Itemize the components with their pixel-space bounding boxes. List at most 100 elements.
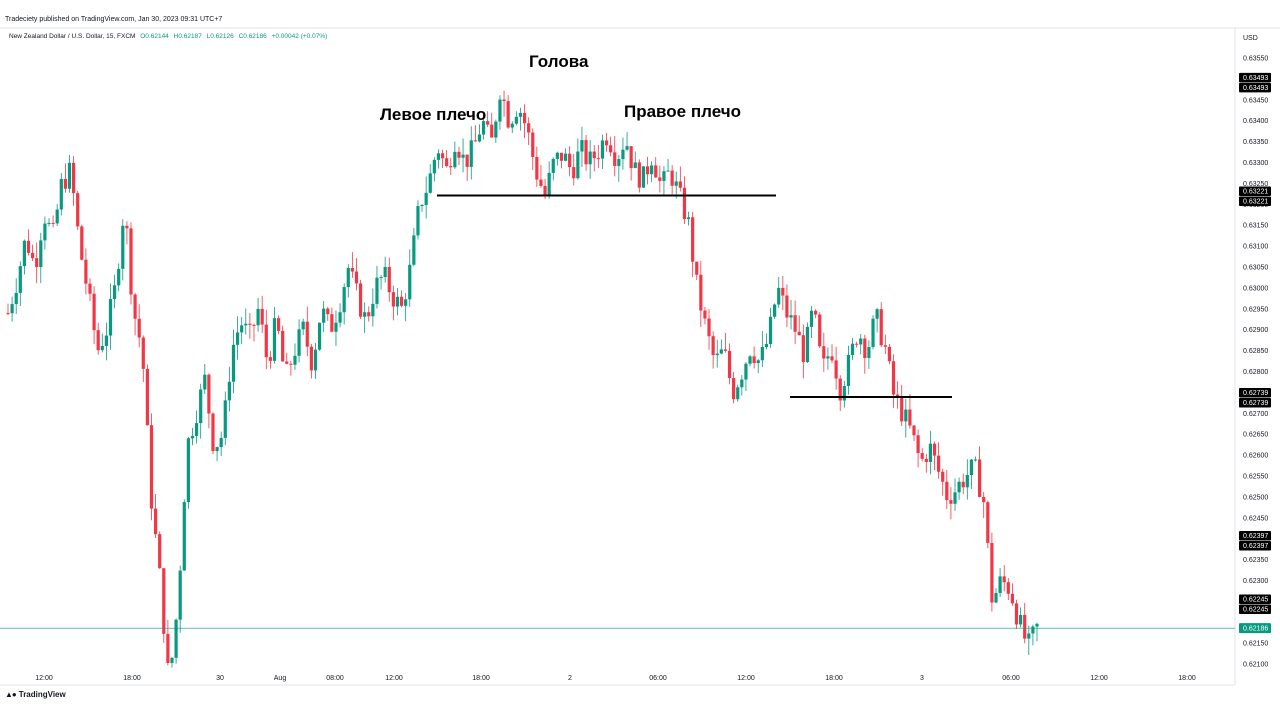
candle — [814, 309, 818, 319]
annotation-right-shoulder[interactable]: Правое плечо — [624, 102, 741, 121]
price-tick-label: 0.63150 — [1243, 223, 1268, 230]
candle — [428, 164, 432, 194]
svg-text:0.62397: 0.62397 — [1243, 543, 1268, 550]
svg-text:0.63493: 0.63493 — [1243, 85, 1268, 92]
price-tick-label: 0.63000 — [1243, 285, 1268, 292]
candle — [420, 204, 424, 212]
candle — [186, 436, 190, 509]
symbol-legend[interactable]: New Zealand Dollar / U.S. Dollar, 15, FX… — [9, 33, 327, 40]
time-axis[interactable]: 12:00 18:00 30 Aug 08:00 12:00 18:00 2 06:00 12:0… — [35, 675, 1196, 682]
candle — [637, 159, 641, 193]
change-value: +0.00042 (+0.07%) — [271, 33, 328, 40]
candle — [1035, 622, 1039, 642]
annotation-left-shoulder[interactable]: Левое плечо — [380, 105, 486, 124]
price-tick-label: 0.62950 — [1243, 306, 1268, 313]
candle — [350, 252, 354, 278]
candle — [986, 500, 990, 549]
candle — [555, 151, 559, 166]
price-tick-label: 0.62900 — [1243, 327, 1268, 334]
candle — [822, 332, 826, 372]
high-value: H0.62187 — [173, 33, 202, 40]
candle — [764, 333, 769, 350]
candle — [522, 104, 527, 139]
candle — [1014, 599, 1019, 629]
publisher-line: Tradeciety published on TradingView.com,… — [5, 16, 223, 23]
time-tick-label: 2 — [568, 675, 572, 682]
price-label: 0.63221 — [1239, 196, 1271, 207]
candle — [629, 145, 633, 181]
candlestick-series — [6, 90, 1039, 668]
candle — [424, 176, 428, 219]
candle — [289, 360, 293, 376]
candle — [527, 117, 531, 145]
svg-text:0.62739: 0.62739 — [1243, 390, 1268, 397]
price-label: 0.63221 — [1239, 186, 1271, 197]
candle — [457, 146, 461, 165]
symbol-name: New Zealand Dollar / U.S. Dollar, 15, FX… — [9, 33, 136, 40]
candle — [264, 309, 268, 370]
candle — [170, 656, 174, 668]
time-tick-label: 06:00 — [649, 675, 667, 682]
candle — [108, 283, 113, 350]
candle — [211, 412, 215, 455]
price-label: 0.62245 — [1239, 604, 1271, 614]
time-tick-label: 18:00 — [472, 675, 490, 682]
candle — [326, 306, 330, 321]
price-label: 0.63493 — [1239, 72, 1271, 83]
candle — [358, 279, 363, 319]
candle — [744, 361, 748, 392]
candle — [760, 331, 764, 368]
candle — [219, 431, 223, 457]
price-tick-label: 0.62600 — [1243, 453, 1268, 460]
candle — [551, 157, 555, 181]
candle — [838, 375, 842, 411]
candle — [1027, 625, 1031, 655]
svg-text:0.63221: 0.63221 — [1243, 189, 1268, 196]
candle — [199, 383, 203, 439]
candle — [137, 304, 141, 348]
candle — [592, 145, 596, 172]
svg-text:0.63493: 0.63493 — [1243, 75, 1268, 82]
candle — [752, 346, 756, 369]
candle — [961, 473, 965, 495]
candle — [863, 334, 867, 374]
price-tick-label: 0.62800 — [1243, 369, 1268, 376]
candle — [92, 286, 96, 345]
candle — [436, 149, 441, 169]
candle — [47, 218, 51, 227]
candle — [650, 161, 654, 183]
candle — [268, 351, 272, 369]
candle — [670, 165, 674, 195]
candle — [244, 308, 248, 335]
candle — [469, 126, 473, 180]
candle — [498, 95, 502, 130]
candle — [342, 283, 346, 325]
candle — [842, 380, 846, 408]
candle — [891, 354, 896, 408]
annotation-head[interactable]: Голова — [529, 52, 589, 71]
candle — [248, 313, 252, 339]
candle — [14, 278, 18, 314]
close-value: C0.62186 — [238, 33, 267, 40]
tradingview-brand[interactable]: ▲● TradingView — [5, 690, 66, 699]
candle — [965, 459, 969, 500]
candle — [535, 146, 539, 187]
candle — [768, 307, 773, 349]
candle — [990, 532, 994, 612]
candle — [440, 149, 445, 169]
candle — [1006, 578, 1010, 601]
candle — [937, 442, 941, 479]
candle — [547, 161, 551, 199]
candle — [477, 124, 482, 143]
candle — [621, 137, 625, 170]
time-tick-label: 18:00 — [123, 675, 141, 682]
price-label: 0.62245 — [1239, 594, 1271, 604]
candle — [367, 306, 371, 322]
candle — [490, 112, 494, 138]
candle — [740, 374, 744, 396]
candle — [412, 228, 416, 267]
candle — [777, 276, 781, 308]
candle — [194, 410, 199, 444]
candle — [129, 222, 133, 305]
